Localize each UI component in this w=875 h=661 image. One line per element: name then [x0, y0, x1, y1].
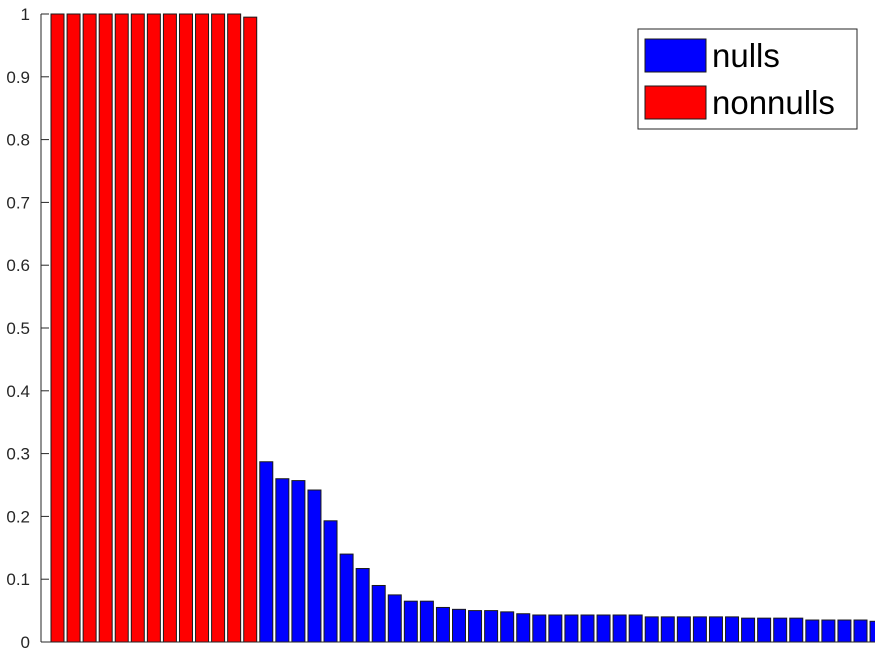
nonnulls-bar-9 — [195, 13, 210, 643]
nonnulls-bar-8 — [178, 13, 193, 643]
nulls-bar-22 — [612, 614, 627, 643]
nonnulls-bar-4 — [114, 13, 129, 643]
y-tick-label-3: 0.3 — [6, 445, 30, 464]
nulls-bar-16 — [516, 613, 531, 643]
nulls-bar-38 — [869, 620, 875, 643]
nulls-bar-26 — [676, 616, 691, 643]
nulls-bar-1 — [275, 478, 290, 643]
nulls-bar-29 — [725, 616, 740, 643]
nulls-bar-28 — [708, 616, 723, 643]
nulls-bar-12 — [452, 608, 466, 643]
y-tick-label-5: 0.5 — [6, 319, 30, 338]
nulls-bar-20 — [580, 614, 595, 643]
nonnulls-bar-3 — [98, 13, 113, 643]
nulls-bar-11 — [435, 606, 450, 643]
y-tick-label-4: 0.4 — [6, 382, 30, 401]
nonnulls-bar-0 — [50, 13, 65, 643]
nulls-bar-25 — [660, 616, 675, 643]
y-tick-label-10: 1 — [21, 5, 30, 24]
nulls-bar-32 — [773, 617, 788, 643]
nulls-bar-21 — [596, 614, 611, 643]
y-tick-label-1: 0.1 — [6, 570, 30, 589]
nulls-bar-10 — [419, 600, 434, 643]
axes-group: 0 0.1 0.2 0.3 0.4 0.5 0.6 0.7 0.8 0.9 1 — [6, 5, 875, 652]
nulls-bar-37 — [853, 619, 868, 643]
nulls-bar-18 — [548, 614, 563, 643]
nulls-bar-34 — [805, 619, 820, 643]
nonnulls-bar-2 — [82, 13, 97, 643]
nulls-bar-8 — [387, 594, 402, 643]
nonnulls-bar-12 — [243, 16, 258, 643]
nonnulls-bar-6 — [146, 13, 161, 643]
nonnulls-bar-7 — [162, 13, 177, 643]
legend-label-nulls: nulls — [712, 37, 780, 74]
nulls-bar-2 — [291, 480, 306, 643]
nonnulls-bar-10 — [211, 13, 226, 643]
nulls-bar-4 — [323, 520, 338, 643]
nulls-bar-5 — [339, 553, 354, 643]
y-tick-label-6: 0.6 — [6, 256, 30, 275]
nulls-bar-17 — [532, 614, 547, 643]
nulls-bar-13 — [468, 610, 483, 643]
nulls-bar-6 — [355, 568, 370, 643]
nulls-bar-35 — [821, 619, 836, 643]
y-tick-label-2: 0.2 — [6, 507, 30, 526]
nulls-bar-31 — [757, 617, 772, 643]
nulls-bar-33 — [789, 617, 804, 643]
y-tick-label-7: 0.7 — [6, 193, 30, 212]
legend-swatch-nonnulls — [644, 85, 707, 120]
nonnulls-bar-5 — [130, 13, 145, 643]
nulls-bar-30 — [741, 617, 756, 643]
legend: nulls nonnulls — [637, 28, 858, 130]
nulls-bar-3 — [307, 489, 322, 643]
nulls-bar-19 — [564, 614, 579, 643]
nulls-bar-23 — [628, 614, 643, 643]
y-tick-label-8: 0.8 — [6, 131, 30, 150]
nonnulls-bar-11 — [227, 13, 242, 643]
nulls-bar-0 — [259, 461, 274, 643]
y-tick-label-0: 0 — [21, 633, 30, 652]
nulls-bar-24 — [644, 616, 659, 643]
nonnulls-bar-1 — [66, 13, 81, 643]
y-tick-label-9: 0.9 — [6, 68, 30, 87]
nulls-bar-15 — [500, 611, 515, 643]
nulls-bar-27 — [692, 616, 707, 643]
nulls-bar-14 — [484, 610, 499, 643]
nulls-bar-9 — [403, 600, 418, 643]
nulls-bar-36 — [837, 619, 852, 643]
legend-swatch-nulls — [644, 38, 707, 73]
legend-label-nonnulls: nonnulls — [712, 84, 835, 121]
nulls-bar-7 — [371, 584, 386, 643]
